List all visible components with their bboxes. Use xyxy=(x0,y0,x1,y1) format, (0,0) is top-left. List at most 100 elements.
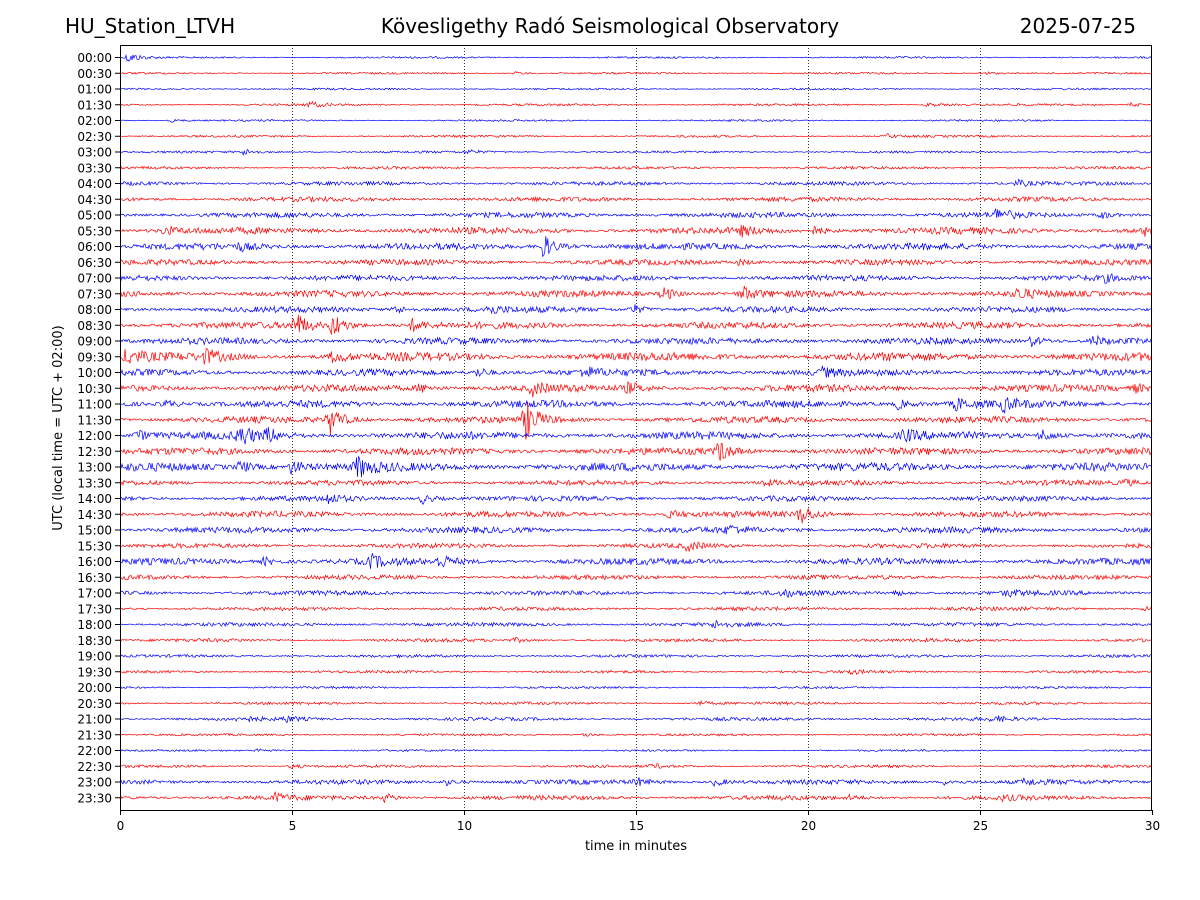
trace-2330 xyxy=(119,791,1153,804)
y-tick-label: 03:00 xyxy=(77,146,112,160)
y-tick-label: 13:30 xyxy=(77,476,112,490)
y-tick-label: 09:30 xyxy=(77,350,112,364)
trace-1500 xyxy=(119,524,1153,535)
trace-0030 xyxy=(119,70,1153,75)
x-tick-label: 20 xyxy=(801,819,816,833)
trace-1730 xyxy=(119,605,1153,612)
trace-1930 xyxy=(119,668,1153,676)
y-tick-label: 19:00 xyxy=(77,650,112,664)
y-tick-label: 14:30 xyxy=(77,508,112,522)
trace-1830 xyxy=(119,636,1153,644)
y-tick-label: 00:30 xyxy=(77,67,112,81)
trace-1100 xyxy=(119,397,1153,414)
y-tick-label: 00:00 xyxy=(77,51,112,65)
trace-2300 xyxy=(119,777,1153,788)
trace-1800 xyxy=(119,619,1153,629)
trace-0730 xyxy=(119,285,1153,300)
trace-1430 xyxy=(119,508,1153,524)
x-tick-label: 0 xyxy=(117,819,125,833)
trace-0100 xyxy=(119,87,1153,91)
trace-0900 xyxy=(119,334,1153,348)
y-tick-label: 22:00 xyxy=(77,744,112,758)
y-tick-label: 21:30 xyxy=(77,728,112,742)
y-tick-label: 02:00 xyxy=(77,114,112,128)
y-tick-label: 22:30 xyxy=(77,760,112,774)
trace-0500 xyxy=(119,208,1153,220)
y-tick-label: 11:30 xyxy=(77,413,112,427)
trace-1300 xyxy=(119,455,1153,478)
y-tick-label: 21:00 xyxy=(77,713,112,727)
y-tick-label: 12:00 xyxy=(77,429,112,443)
x-axis-ticks: 0 5 10 15 20 25 30 xyxy=(117,810,1160,833)
y-tick-label: 14:00 xyxy=(77,492,112,506)
x-tick-label: 5 xyxy=(289,819,297,833)
y-tick-label: 09:00 xyxy=(77,335,112,349)
trace-1330 xyxy=(119,478,1153,488)
trace-0300 xyxy=(119,148,1153,157)
y-tick-label: 17:30 xyxy=(77,602,112,616)
y-tick-label: 17:00 xyxy=(77,587,112,601)
chart-title: Kövesligethy Radó Seismological Observat… xyxy=(380,14,840,38)
y-tick-label: 04:00 xyxy=(77,177,112,191)
trace-2200 xyxy=(119,748,1153,753)
y-tick-label: 06:00 xyxy=(77,240,112,254)
trace-2030 xyxy=(119,699,1153,707)
x-tick-label: 30 xyxy=(1145,819,1160,833)
trace-1230 xyxy=(119,442,1153,461)
y-tick-label: 18:30 xyxy=(77,634,112,648)
trace-1030 xyxy=(119,380,1153,398)
trace-0700 xyxy=(119,272,1153,284)
y-tick-label: 07:00 xyxy=(77,272,112,286)
trace-0000 xyxy=(119,54,1153,62)
y-tick-label: 23:00 xyxy=(77,776,112,790)
y-tick-label: 16:00 xyxy=(77,555,112,569)
seismic-traces xyxy=(119,54,1153,804)
x-tick-label: 25 xyxy=(973,819,988,833)
y-tick-label: 03:30 xyxy=(77,161,112,175)
y-tick-label: 20:00 xyxy=(77,681,112,695)
y-tick-label: 10:00 xyxy=(77,366,112,380)
y-tick-label: 01:00 xyxy=(77,83,112,97)
grid-lines xyxy=(292,45,981,810)
plot-frame xyxy=(120,45,1152,811)
trace-1900 xyxy=(119,653,1153,659)
trace-2000 xyxy=(119,685,1153,690)
y-tick-label: 12:30 xyxy=(77,445,112,459)
trace-1700 xyxy=(119,588,1153,598)
y-tick-label: 02:30 xyxy=(77,130,112,144)
y-tick-label: 08:00 xyxy=(77,303,112,317)
trace-0830 xyxy=(119,314,1153,335)
trace-0430 xyxy=(119,195,1153,203)
y-tick-label: 05:00 xyxy=(77,209,112,223)
y-tick-label: 11:00 xyxy=(77,398,112,412)
y-tick-label: 15:30 xyxy=(77,539,112,553)
trace-0630 xyxy=(119,257,1153,267)
trace-1200 xyxy=(119,427,1153,445)
trace-2230 xyxy=(119,763,1153,769)
x-tick-label: 10 xyxy=(457,819,472,833)
y-tick-label: 01:30 xyxy=(77,98,112,112)
trace-0200 xyxy=(119,118,1153,123)
trace-1530 xyxy=(119,541,1153,553)
y-tick-label: 16:30 xyxy=(77,571,112,585)
trace-1000 xyxy=(119,365,1153,378)
trace-2130 xyxy=(119,732,1153,737)
y-tick-label: 08:30 xyxy=(77,319,112,333)
x-tick-label: 15 xyxy=(629,819,644,833)
trace-0130 xyxy=(119,100,1153,108)
y-tick-label: 19:30 xyxy=(77,665,112,679)
trace-0330 xyxy=(119,165,1153,171)
y-tick-label: 05:30 xyxy=(77,224,112,238)
y-tick-label: 20:30 xyxy=(77,697,112,711)
trace-1130 xyxy=(119,402,1153,440)
trace-1630 xyxy=(119,573,1153,581)
y-tick-label: 07:30 xyxy=(77,287,112,301)
y-tick-label: 10:30 xyxy=(77,382,112,396)
trace-2100 xyxy=(120,715,1153,723)
y-tick-label: 18:00 xyxy=(77,618,112,632)
trace-0230 xyxy=(119,133,1153,139)
trace-0930 xyxy=(119,348,1153,365)
trace-1400 xyxy=(119,494,1153,505)
